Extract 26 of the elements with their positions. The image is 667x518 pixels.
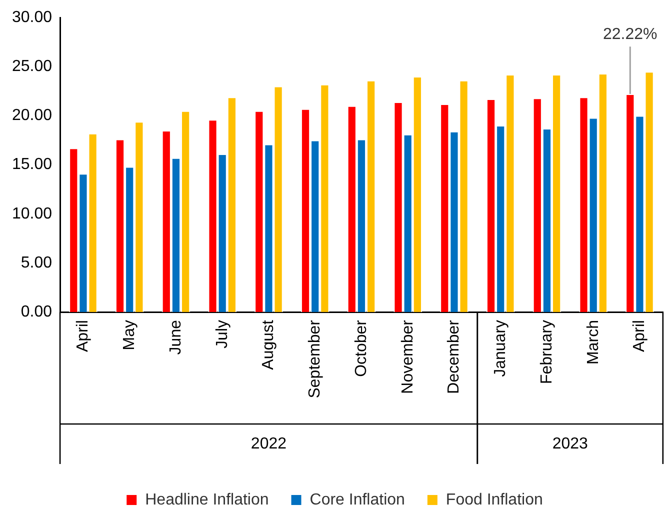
data-label: 22.22% <box>603 26 658 44</box>
x-tick-label: September <box>306 319 324 398</box>
y-tick-label: 30.00 <box>12 9 52 26</box>
x-tick-label: May <box>121 320 138 350</box>
x-tick-label: April <box>631 320 648 352</box>
legend-label: Food Inflation <box>446 491 543 508</box>
x-tick-label: November <box>399 319 416 394</box>
y-tick-label: 0.00 <box>20 303 52 320</box>
y-tick-label: 10.00 <box>12 205 52 222</box>
x-tick-label: January <box>492 320 510 377</box>
x-tick-label: February <box>538 320 556 384</box>
x-tick-label: April <box>74 320 92 352</box>
x-tick-label: December <box>446 319 463 394</box>
y-tick-label: 15.00 <box>12 156 52 174</box>
x-tick-label: October <box>352 319 370 377</box>
x-tick-label: March <box>584 320 602 364</box>
legend-label: Headline Inflation <box>145 491 269 508</box>
y-tick-label: 25.00 <box>12 58 52 76</box>
text: 2023 <box>552 435 588 452</box>
y-tick-label: 5.00 <box>20 254 52 272</box>
text: 2022 <box>250 435 287 452</box>
x-tick-label: August <box>260 319 278 370</box>
x-tick-label: June <box>167 320 184 355</box>
legend-label: Core Inflation <box>310 491 405 508</box>
y-tick-label: 20.00 <box>12 107 52 124</box>
x-tick-label: July <box>214 320 231 348</box>
